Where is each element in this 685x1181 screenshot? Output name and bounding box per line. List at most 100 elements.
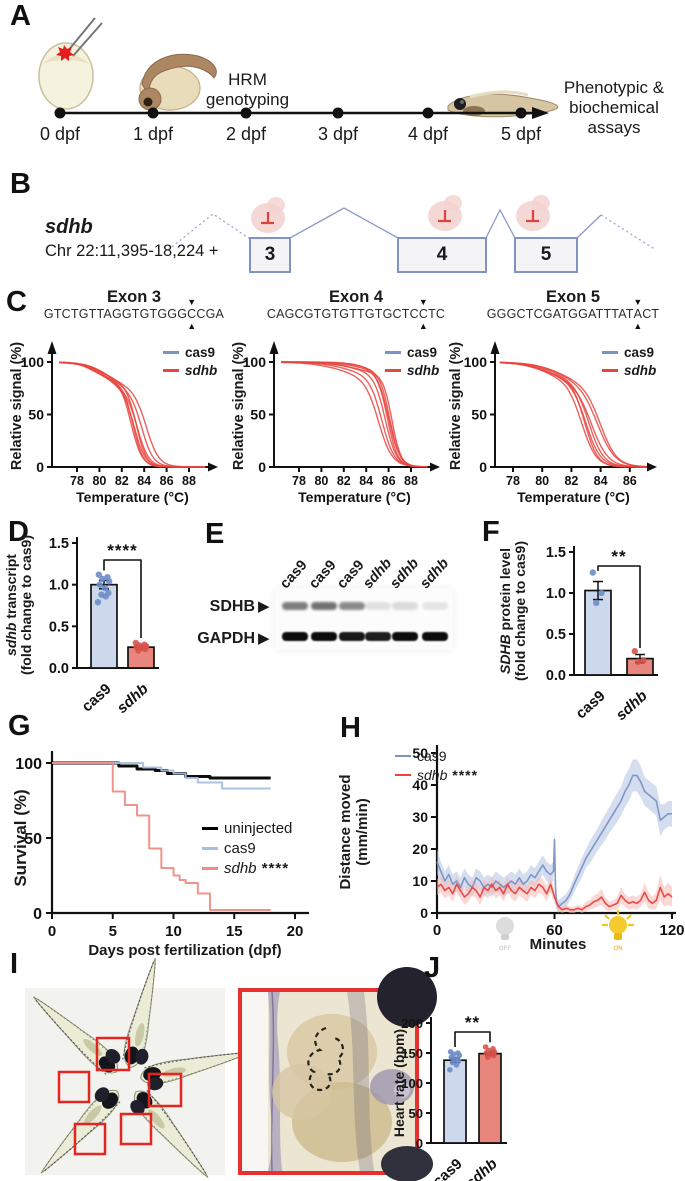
legend-survival: uninjected cas9 sdhb **** [202,820,292,880]
svg-text:40: 40 [412,777,428,793]
gene-locus: Chr 22:11,395-18,224 + [45,242,219,260]
larva-eye [377,967,437,1027]
legend-label-sdhb: sdhb [185,363,218,378]
legend-label-sdhb: sdhb [407,363,440,378]
svg-text:10: 10 [165,923,182,940]
gapdh-band [365,632,391,641]
hrm-genotyping-label: HRM genotyping [205,70,290,110]
gapdh-band [392,632,418,641]
injected-egg-illustration [38,17,103,110]
legend-swatch-uninjected [202,826,218,831]
timeline-tick-1dpf: 1 dpf [132,124,174,144]
legend-label-uninjected: uninjected [224,820,293,837]
legend-melt-exon4: cas9 sdhb [385,345,439,381]
svg-text:80: 80 [92,474,106,488]
timeline-tick-2dpf: 2 dpf [225,124,267,144]
svg-text:84: 84 [594,474,608,488]
y-axis-label-relative-signal: Relative signal (%) [231,341,247,471]
y-axis-label-transcript: sdhb transcript (fold change to cas9) [3,534,35,676]
svg-text:Temperature (°C): Temperature (°C) [76,489,189,505]
timeline-axis [54,107,549,119]
svg-text:0: 0 [479,459,487,475]
legend-swatch-cas9 [202,847,218,850]
svg-text:50: 50 [471,407,487,423]
injection-site-icon [56,45,74,61]
svg-text:0.0: 0.0 [546,668,566,684]
x-axis-label-minutes: Minutes [529,936,587,953]
svg-text:10: 10 [412,873,428,889]
svg-text:100: 100 [15,756,42,773]
cas9-complex-icon [428,195,462,231]
cas9-complex-icon [251,197,285,233]
svg-text:Temperature (°C): Temperature (°C) [517,489,630,505]
svg-text:82: 82 [115,474,129,488]
melt-title-exon5: Exon 5 [545,288,601,306]
svg-text:84: 84 [137,474,151,488]
legend-swatch-cas9 [163,351,179,354]
svg-text:0.0: 0.0 [49,661,69,677]
y-axis-label-protein: SDHB protein level (fold change to cas9) [497,540,529,682]
light-off-label: OFF [499,946,511,952]
cut-site-marker: C [419,307,428,321]
timeline-tick-4dpf: 4 dpf [407,124,449,144]
panel-label-j: J [424,952,441,984]
svg-text:0: 0 [48,923,56,940]
sdhb-band [392,602,418,610]
blot-lane-label: cas9 [334,557,368,592]
svg-text:50: 50 [409,1106,423,1121]
gene-diagram [167,195,657,273]
y-axis-label-relative-signal: Relative signal (%) [9,341,25,471]
svg-text:86: 86 [623,474,637,488]
legend-label-cas9: cas9 [185,345,216,360]
heart-region-boxes [57,1036,183,1156]
legend-swatch-sdhb [385,369,401,372]
heart-outline [307,1026,344,1092]
survival-curve-chart: 0 50 100 0 5 10 15 20 [15,751,309,940]
svg-text:150: 150 [401,1046,423,1061]
svg-text:****: **** [107,541,137,560]
timeline-illustration [38,17,559,119]
svg-text:cas9: cas9 [78,680,114,715]
legend-melt-exon3: cas9 sdhb [163,345,217,381]
panel-label-f: F [482,516,500,548]
svg-text:80: 80 [535,474,549,488]
legend-label-sdhb: sdhb [624,363,657,378]
gapdh-band [422,632,448,641]
blot-row-label-sdhb: SDHB [209,598,255,615]
svg-text:88: 88 [182,474,196,488]
melt-title-exon3: Exon 3 [106,288,162,306]
panel-label-i: I [10,948,19,980]
svg-text:120: 120 [659,922,684,939]
legend-activity: cas9 sdhb **** [395,748,478,786]
blot-lane-label: cas9 [306,557,340,592]
panel-label-b: B [10,168,31,200]
target-sequence-exon5: GGGCTCGATGGATTTATACT [463,307,683,321]
svg-text:86: 86 [160,474,174,488]
cut-site-marker: A [634,307,643,321]
light-on-label: ON [613,946,623,952]
gene-name: sdhb [45,216,93,238]
svg-text:84: 84 [359,474,373,488]
blot-lane-label: cas9 [277,557,311,592]
legend-label-sdhb: sdhb [224,860,257,877]
legend-label-cas9: cas9 [224,840,256,857]
svg-text:200: 200 [401,1016,423,1031]
legend-swatch-cas9 [395,754,411,758]
melt-title-exon4: Exon 4 [328,288,384,306]
svg-text:100: 100 [21,354,45,370]
svg-text:50: 50 [28,407,44,423]
exon-5-number: 5 [540,244,552,265]
svg-text:cas9: cas9 [429,1155,465,1181]
embryo-1dpf-illustration [138,53,217,111]
svg-text:**: ** [465,1013,480,1032]
light-on-icon [602,910,634,940]
svg-text:20: 20 [412,841,428,857]
panel-label-d: D [8,516,29,548]
cut-site-marker: C [187,307,196,321]
y-axis-label-distance: Distance moved (mm/min) [337,774,371,890]
svg-text:sdhb: sdhb [463,1155,501,1181]
y-axis-label-survival: Survival (%) [11,789,30,887]
timeline-arrowhead [532,107,549,119]
